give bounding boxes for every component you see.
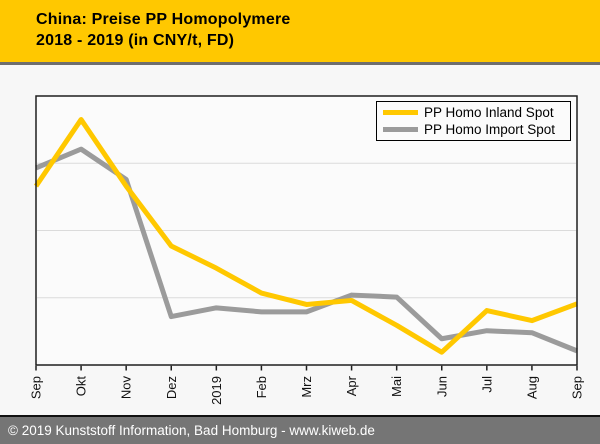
x-tick-label: Feb (254, 376, 269, 398)
legend-label-inland: PP Homo Inland Spot (424, 105, 554, 120)
series-line-0 (33, 117, 578, 355)
copyright-text: © 2019 Kunststoff Information, Bad Hombu… (8, 423, 375, 438)
x-tick-label: 2019 (209, 376, 224, 405)
x-tick-label: Dez (164, 376, 179, 399)
header-divider (0, 62, 600, 65)
series-color-swatch-import (383, 127, 418, 132)
x-tick-label: Nov (119, 376, 134, 400)
legend: PP Homo Inland Spot PP Homo Import Spot (376, 101, 571, 141)
x-tick-label: Apr (344, 375, 359, 396)
x-tick-label: Mrz (299, 376, 314, 398)
x-tick-label: Okt (74, 376, 89, 397)
plot-border (35, 95, 578, 366)
x-tick-label: Sep (29, 376, 44, 399)
series-line-1 (35, 146, 578, 354)
x-tick-label: Sep (570, 376, 585, 399)
chart-header: China: Preise PP Homopolymere 2018 - 201… (0, 0, 600, 62)
x-tick-label: Jun (434, 376, 449, 397)
legend-item-import: PP Homo Import Spot (383, 121, 570, 138)
legend-item-inland: PP Homo Inland Spot (383, 104, 570, 121)
x-tick-label: Aug (524, 376, 539, 399)
x-tick-label: Jul (479, 376, 494, 393)
footer: © 2019 Kunststoff Information, Bad Hombu… (0, 417, 600, 444)
footer-divider (0, 415, 600, 417)
x-tick-label: Mai (389, 376, 404, 397)
legend-label-import: PP Homo Import Spot (424, 122, 556, 137)
chart-title-line-1: China: Preise PP Homopolymere (36, 11, 291, 28)
series-color-swatch-inland (383, 110, 418, 115)
chart-body: Sep Okt Nov Dez 2019 Feb Mrz Apr Mai Jun Jul Aug Sep… (0, 65, 600, 415)
chart-title-line-2: 2018 - 2019 (in CNY/t, FD) (36, 32, 235, 49)
